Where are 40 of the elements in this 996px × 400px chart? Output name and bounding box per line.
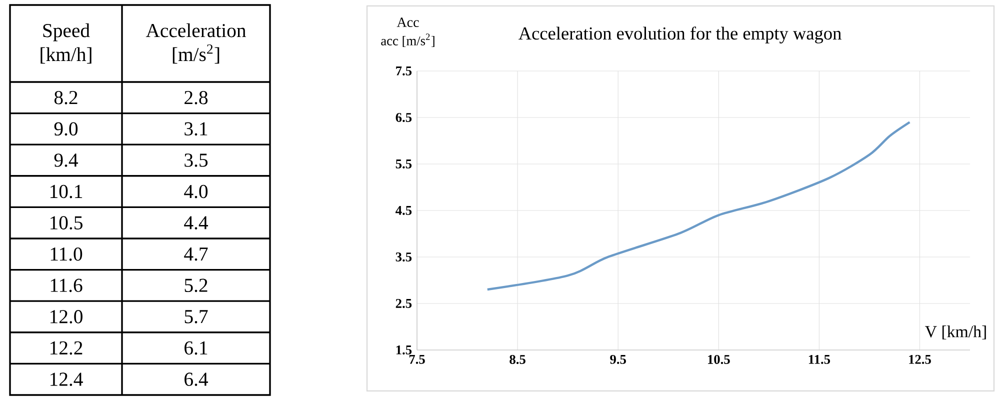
category-label: 12.4 bbox=[50, 372, 83, 386]
x-tick-label: 11.5 bbox=[808, 354, 830, 364]
y-tick-label: 6.5 bbox=[396, 112, 412, 122]
y-tick-label: 4.5 bbox=[396, 206, 412, 215]
data-label: 5.2 bbox=[184, 278, 208, 292]
text: Acceleration [m/s$^{2}$] bbox=[146, 23, 246, 64]
text: Speed [km/h] bbox=[40, 23, 92, 64]
chart-title: Acceleration evolution for the empty wagon bbox=[518, 26, 842, 44]
data-label: 4.4 bbox=[184, 216, 208, 230]
data-label: 5.7 bbox=[184, 310, 208, 324]
data-label: 4.7 bbox=[184, 248, 208, 261]
category-label: 10.5 bbox=[50, 216, 82, 230]
x-tick-label: 7.5 bbox=[409, 354, 425, 364]
data-label: 2.8 bbox=[184, 90, 208, 104]
x-axis-title: V [km/h] bbox=[925, 325, 986, 340]
category-label: 12.2 bbox=[50, 341, 82, 355]
y-tick-label: 5.5 bbox=[396, 160, 412, 168]
y-axis-title: acc [m/s$^{2}$] bbox=[381, 34, 434, 48]
data-label: 3.5 bbox=[184, 154, 208, 167]
x-tick-label: 10.5 bbox=[708, 354, 730, 364]
category-label: 12.0 bbox=[50, 310, 82, 324]
data-label: 6.4 bbox=[184, 372, 208, 386]
data-label: 6.1 bbox=[184, 341, 208, 355]
x-tick-label: 8.5 bbox=[510, 354, 526, 364]
x-tick-label: 12.5 bbox=[909, 354, 931, 364]
category-label: 9.4 bbox=[54, 154, 78, 167]
y-tick-label: 1.5 bbox=[396, 345, 412, 354]
y-tick-label: 2.5 bbox=[396, 298, 412, 308]
category-label: 10.1 bbox=[50, 184, 82, 198]
x-tick-label: 9.5 bbox=[610, 354, 626, 364]
category-label: 9.0 bbox=[54, 122, 78, 136]
line-series bbox=[486, 121, 911, 291]
category-label: 11.6 bbox=[50, 278, 82, 292]
text: Acc bbox=[396, 18, 419, 28]
data-label: 3.1 bbox=[184, 122, 208, 136]
y-tick-label: 3.5 bbox=[396, 252, 412, 262]
category-label: 8.2 bbox=[54, 90, 78, 104]
y-tick-label: 7.5 bbox=[396, 66, 412, 76]
data-label: 4.0 bbox=[184, 184, 208, 198]
category-label: 11.0 bbox=[50, 247, 82, 261]
